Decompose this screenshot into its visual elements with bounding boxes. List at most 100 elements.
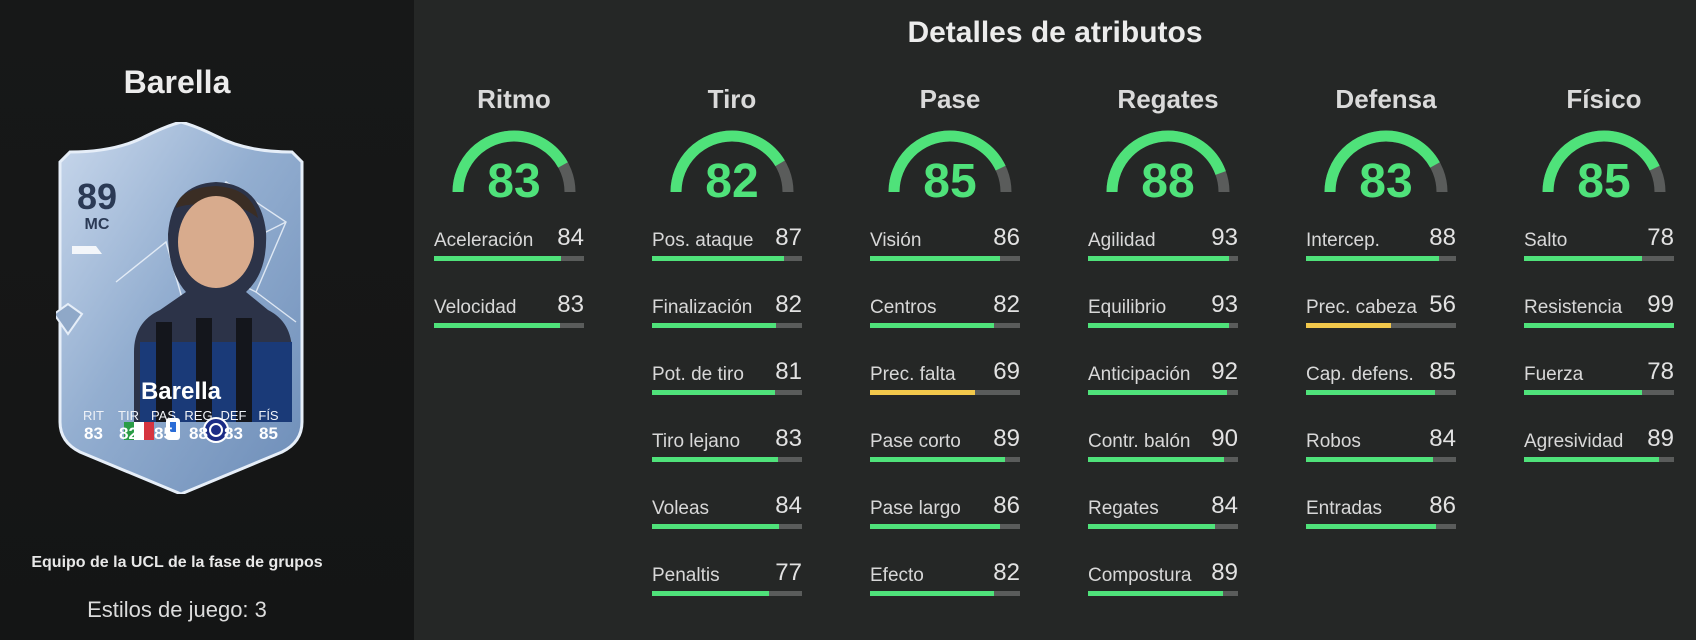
attribute-row[interactable]: Finalización 82 <box>648 281 816 348</box>
attribute-value: 84 <box>1211 492 1238 519</box>
attribute-name: Equilibrio <box>1088 297 1167 318</box>
attribute-bar <box>1088 256 1238 261</box>
club-crest-icon <box>203 417 229 443</box>
attribute-value: 90 <box>1211 425 1238 452</box>
attribute-row[interactable]: Efecto 82 <box>866 549 1034 616</box>
attribute-row[interactable]: Contr. balón 90 <box>1084 415 1252 482</box>
attribute-row[interactable]: Equilibrio 93 <box>1084 281 1252 348</box>
attribute-value: 84 <box>775 492 802 519</box>
card-background <box>56 122 304 494</box>
attribute-bar-fill <box>1524 256 1643 261</box>
attribute-column: Físico 85 Salto 78 Resistencia 99 Fuerza 78 Agr… <box>1520 84 1688 482</box>
attribute-row[interactable]: Compostura 89 <box>1084 549 1252 616</box>
attribute-row[interactable]: Intercep. 88 <box>1302 214 1470 281</box>
attribute-bar-fill <box>1088 457 1225 462</box>
attribute-bar-fill <box>870 524 1001 529</box>
attribute-bar-fill <box>1524 323 1674 328</box>
attribute-bar-fill <box>1306 390 1435 395</box>
attribute-row[interactable]: Velocidad 83 <box>430 281 598 348</box>
attribute-row[interactable]: Salto 78 <box>1520 214 1688 281</box>
attribute-value: 86 <box>993 224 1020 251</box>
gauge-fill <box>1106 130 1230 193</box>
attribute-bar-fill <box>870 591 995 596</box>
attribute-name: Efecto <box>870 565 924 586</box>
category-gauge: 85 <box>1520 126 1688 214</box>
attribute-bar <box>1088 457 1238 462</box>
card-stat-value: 83 <box>224 424 243 443</box>
attribute-value: 81 <box>775 358 802 385</box>
attribute-bar-fill <box>652 390 775 395</box>
attribute-row[interactable]: Regates 84 <box>1084 482 1252 549</box>
attribute-value: 99 <box>1647 291 1674 318</box>
attribute-bar-fill <box>1306 256 1440 261</box>
attribute-value: 89 <box>1647 425 1674 452</box>
attribute-row[interactable]: Robos 84 <box>1302 415 1470 482</box>
attribute-bar-fill <box>870 256 1001 261</box>
attribute-row[interactable]: Aceleración 84 <box>430 214 598 281</box>
attribute-row[interactable]: Prec. cabeza 56 <box>1302 281 1470 348</box>
attribute-row[interactable]: Fuerza 78 <box>1520 348 1688 415</box>
attribute-row[interactable]: Pot. de tiro 81 <box>648 348 816 415</box>
attribute-bar-fill <box>1088 323 1229 328</box>
attribute-bar <box>1306 323 1456 328</box>
league-icon <box>166 418 180 440</box>
card-stat-value: 88 <box>189 424 208 443</box>
attribute-column: Defensa 83 Intercep. 88 Prec. cabeza 56 Cap. … <box>1302 84 1470 549</box>
attribute-bar <box>870 256 1020 261</box>
attribute-row[interactable]: Voleas 84 <box>648 482 816 549</box>
attribute-name: Intercep. <box>1306 230 1380 251</box>
attribute-bar <box>1524 256 1674 261</box>
attribute-row[interactable]: Anticipación 92 <box>1084 348 1252 415</box>
attribute-bar-fill <box>870 457 1005 462</box>
attribute-value: 82 <box>993 559 1020 586</box>
attribute-row[interactable]: Entradas 86 <box>1302 482 1470 549</box>
attribute-name: Cap. defens. <box>1306 364 1414 385</box>
attribute-row[interactable]: Agresividad 89 <box>1520 415 1688 482</box>
attribute-row[interactable]: Pos. ataque 87 <box>648 214 816 281</box>
attribute-row[interactable]: Cap. defens. 85 <box>1302 348 1470 415</box>
attribute-value: 86 <box>993 492 1020 519</box>
category-title: Pase <box>919 84 981 114</box>
attribute-name: Velocidad <box>434 297 517 318</box>
attribute-bar <box>870 390 1020 395</box>
attribute-row[interactable]: Tiro lejano 83 <box>648 415 816 482</box>
attribute-row[interactable]: Pase corto 89 <box>866 415 1034 482</box>
attribute-name: Centros <box>870 297 937 318</box>
attribute-bar <box>870 457 1020 462</box>
playstyles-count[interactable]: Estilos de juego: 3 <box>87 597 267 622</box>
attribute-name: Pot. de tiro <box>652 364 744 385</box>
attribute-name: Prec. cabeza <box>1306 297 1417 318</box>
card-stat-values: 83 82 85 88 83 85 <box>76 424 286 444</box>
rarity-diamond-icon <box>56 302 84 336</box>
player-title: Barella <box>123 64 231 100</box>
attribute-name: Agilidad <box>1088 230 1156 251</box>
category-gauge: 88 <box>1084 126 1252 214</box>
attribute-row[interactable]: Penaltis 77 <box>648 549 816 616</box>
attribute-row[interactable]: Visión 86 <box>866 214 1034 281</box>
attribute-value: 93 <box>1211 291 1238 318</box>
promo-name: Equipo de la UCL de la fase de grupos <box>31 554 323 571</box>
attribute-value: 82 <box>993 291 1020 318</box>
attribute-name: Visión <box>870 230 922 251</box>
attribute-bar-fill <box>870 390 975 395</box>
gauge-fill <box>1542 130 1666 193</box>
attribute-bar <box>870 323 1020 328</box>
attribute-value: 86 <box>1429 492 1456 519</box>
attribute-name: Pase largo <box>870 498 961 519</box>
category-gauge: 82 <box>648 126 816 214</box>
category-value: 83 <box>487 155 541 208</box>
attribute-bar-fill <box>1306 457 1434 462</box>
attribute-row[interactable]: Centros 82 <box>866 281 1034 348</box>
attribute-row[interactable]: Pase largo 86 <box>866 482 1034 549</box>
attribute-row[interactable]: Agilidad 93 <box>1084 214 1252 281</box>
player-card[interactable]: 89 MC Barella RIT TIR PAS REG DEF FÍS 83… <box>56 122 306 494</box>
attribute-value: 83 <box>557 291 584 318</box>
attribute-row[interactable]: Prec. falta 69 <box>866 348 1034 415</box>
attribute-name: Aceleración <box>434 230 534 251</box>
attribute-bar <box>1306 524 1456 529</box>
attribute-bar <box>1306 390 1456 395</box>
category-gauge: 83 <box>430 126 598 214</box>
category-gauge: 85 <box>866 126 1034 214</box>
attribute-row[interactable]: Resistencia 99 <box>1520 281 1688 348</box>
attribute-value: 69 <box>993 358 1020 385</box>
